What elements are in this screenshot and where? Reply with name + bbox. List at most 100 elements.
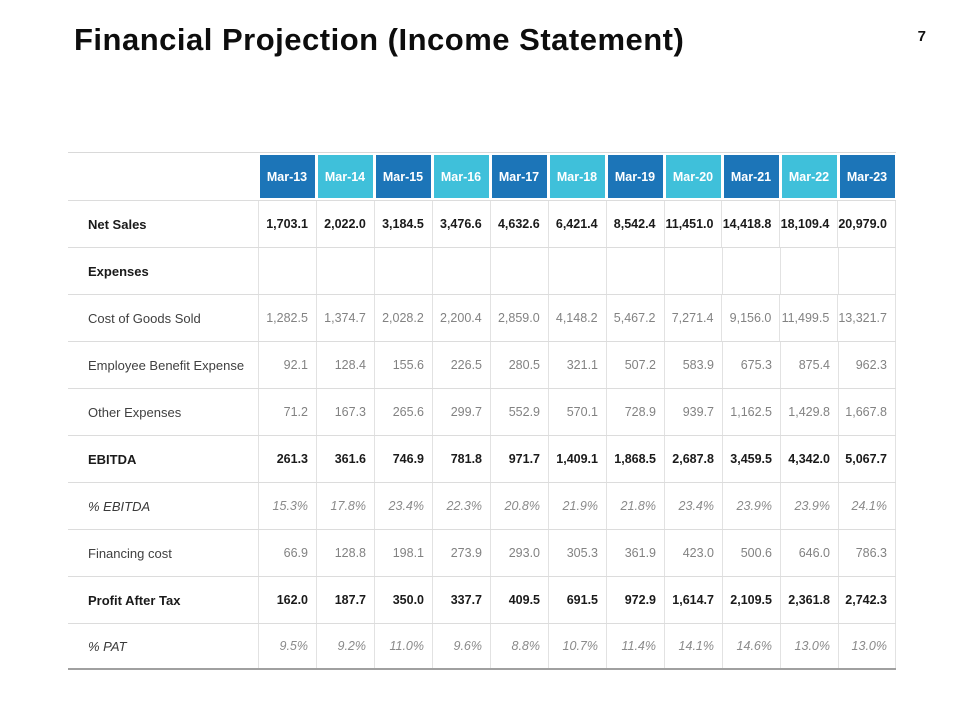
cell: 92.1 — [258, 342, 316, 388]
cell — [606, 248, 664, 294]
cell: 23.4% — [374, 483, 432, 529]
cell: 939.7 — [664, 389, 722, 435]
column-header: Mar-16 — [433, 155, 489, 198]
cell: 3,184.5 — [373, 201, 432, 247]
cell: 305.3 — [548, 530, 606, 576]
cell: 71.2 — [258, 389, 316, 435]
cell: 5,067.7 — [838, 436, 896, 482]
cell: 321.1 — [548, 342, 606, 388]
cell: 167.3 — [316, 389, 374, 435]
cell: 273.9 — [432, 530, 490, 576]
cell: 20.8% — [490, 483, 548, 529]
row-label: % PAT — [88, 638, 127, 654]
cell: 1,614.7 — [664, 577, 722, 623]
cell: 18,109.4 — [779, 201, 837, 247]
cell: 409.5 — [490, 577, 548, 623]
table-row: Net Sales 1,703.1 2,022.0 3,184.5 3,476.6 4,6… — [68, 200, 896, 247]
cell: 128.4 — [316, 342, 374, 388]
income-table: Mar-13 Mar-14 Mar-15 Mar-16 Mar-17 Mar-18 Mar-… — [68, 152, 896, 670]
cell: 570.1 — [548, 389, 606, 435]
cell — [780, 248, 838, 294]
row-label: Expenses — [88, 263, 149, 279]
cell: 2,109.5 — [722, 577, 780, 623]
cell: 2,028.2 — [373, 295, 432, 341]
cell: 728.9 — [606, 389, 664, 435]
cell: 66.9 — [258, 530, 316, 576]
cell: 198.1 — [374, 530, 432, 576]
cell: 7,271.4 — [663, 295, 722, 341]
table-row: % PAT 9.5% 9.2% 11.0% 9.6% 8.8% 10.7% 11.4% 14.1… — [68, 623, 896, 670]
row-label: Employee Benefit Expense — [88, 357, 245, 373]
cell: 20,979.0 — [837, 201, 896, 247]
row-label: Net Sales — [88, 216, 147, 232]
cell — [258, 248, 316, 294]
page-number: 7 — [917, 28, 926, 45]
cell: 1,667.8 — [838, 389, 896, 435]
cell: 9,156.0 — [721, 295, 779, 341]
cell — [548, 248, 606, 294]
cell: 128.8 — [316, 530, 374, 576]
cell: 1,703.1 — [258, 201, 316, 247]
table-row: Financing cost 66.9 128.8 198.1 273.9 293.0 30… — [68, 529, 896, 576]
cell: 10.7% — [548, 624, 606, 668]
row-label: Financing cost — [88, 545, 172, 561]
cell: 350.0 — [374, 577, 432, 623]
row-label: EBITDA — [88, 451, 137, 467]
cell: 5,467.2 — [605, 295, 664, 341]
cell: 962.3 — [838, 342, 896, 388]
cell: 583.9 — [664, 342, 722, 388]
cell: 675.3 — [722, 342, 780, 388]
cell: 187.7 — [316, 577, 374, 623]
cell: 6,421.4 — [547, 201, 606, 247]
cell — [722, 248, 780, 294]
row-label: Profit After Tax — [88, 592, 181, 608]
cell: 280.5 — [490, 342, 548, 388]
cell: 875.4 — [780, 342, 838, 388]
table-row: EBITDA 261.3 361.6 746.9 781.8 971.7 1,409.1 1,… — [68, 435, 896, 482]
header-corner — [68, 153, 258, 200]
table-row: Expenses — [68, 247, 896, 294]
cell: 21.9% — [548, 483, 606, 529]
cell: 226.5 — [432, 342, 490, 388]
header-row: Mar-13 Mar-14 Mar-15 Mar-16 Mar-17 Mar-18 Mar-… — [68, 152, 896, 200]
cell: 361.9 — [606, 530, 664, 576]
cell: 14.6% — [722, 624, 780, 668]
cell: 23.9% — [722, 483, 780, 529]
cell: 155.6 — [374, 342, 432, 388]
cell: 23.4% — [664, 483, 722, 529]
cell: 1,429.8 — [780, 389, 838, 435]
cell: 4,342.0 — [780, 436, 838, 482]
cell: 15.3% — [258, 483, 316, 529]
cell: 11.0% — [374, 624, 432, 668]
cell: 14,418.8 — [721, 201, 779, 247]
cell: 423.0 — [664, 530, 722, 576]
cell: 4,148.2 — [547, 295, 606, 341]
cell: 781.8 — [432, 436, 490, 482]
cell: 2,200.4 — [431, 295, 490, 341]
cell — [374, 248, 432, 294]
cell: 13,321.7 — [837, 295, 896, 341]
cell: 24.1% — [838, 483, 896, 529]
cell: 22.3% — [432, 483, 490, 529]
slide-title: Financial Projection (Income Statement) — [74, 22, 685, 57]
cell — [664, 248, 722, 294]
column-header: Mar-23 — [839, 155, 895, 198]
cell: 1,162.5 — [722, 389, 780, 435]
column-header: Mar-17 — [491, 155, 547, 198]
cell: 971.7 — [490, 436, 548, 482]
cell: 361.6 — [316, 436, 374, 482]
cell — [838, 248, 896, 294]
table-row: Other Expenses 71.2 167.3 265.6 299.7 552.9 57… — [68, 388, 896, 435]
cell: 4,632.6 — [489, 201, 548, 247]
cell: 1,409.1 — [548, 436, 606, 482]
cell: 786.3 — [838, 530, 896, 576]
table-row: Employee Benefit Expense 92.1 128.4 155.6 22… — [68, 341, 896, 388]
cell: 1,868.5 — [606, 436, 664, 482]
cell: 646.0 — [780, 530, 838, 576]
cell: 293.0 — [490, 530, 548, 576]
column-header: Mar-22 — [781, 155, 837, 198]
row-label: % EBITDA — [88, 498, 151, 514]
column-header: Mar-19 — [607, 155, 663, 198]
cell: 2,742.3 — [838, 577, 896, 623]
column-header: Mar-14 — [317, 155, 373, 198]
